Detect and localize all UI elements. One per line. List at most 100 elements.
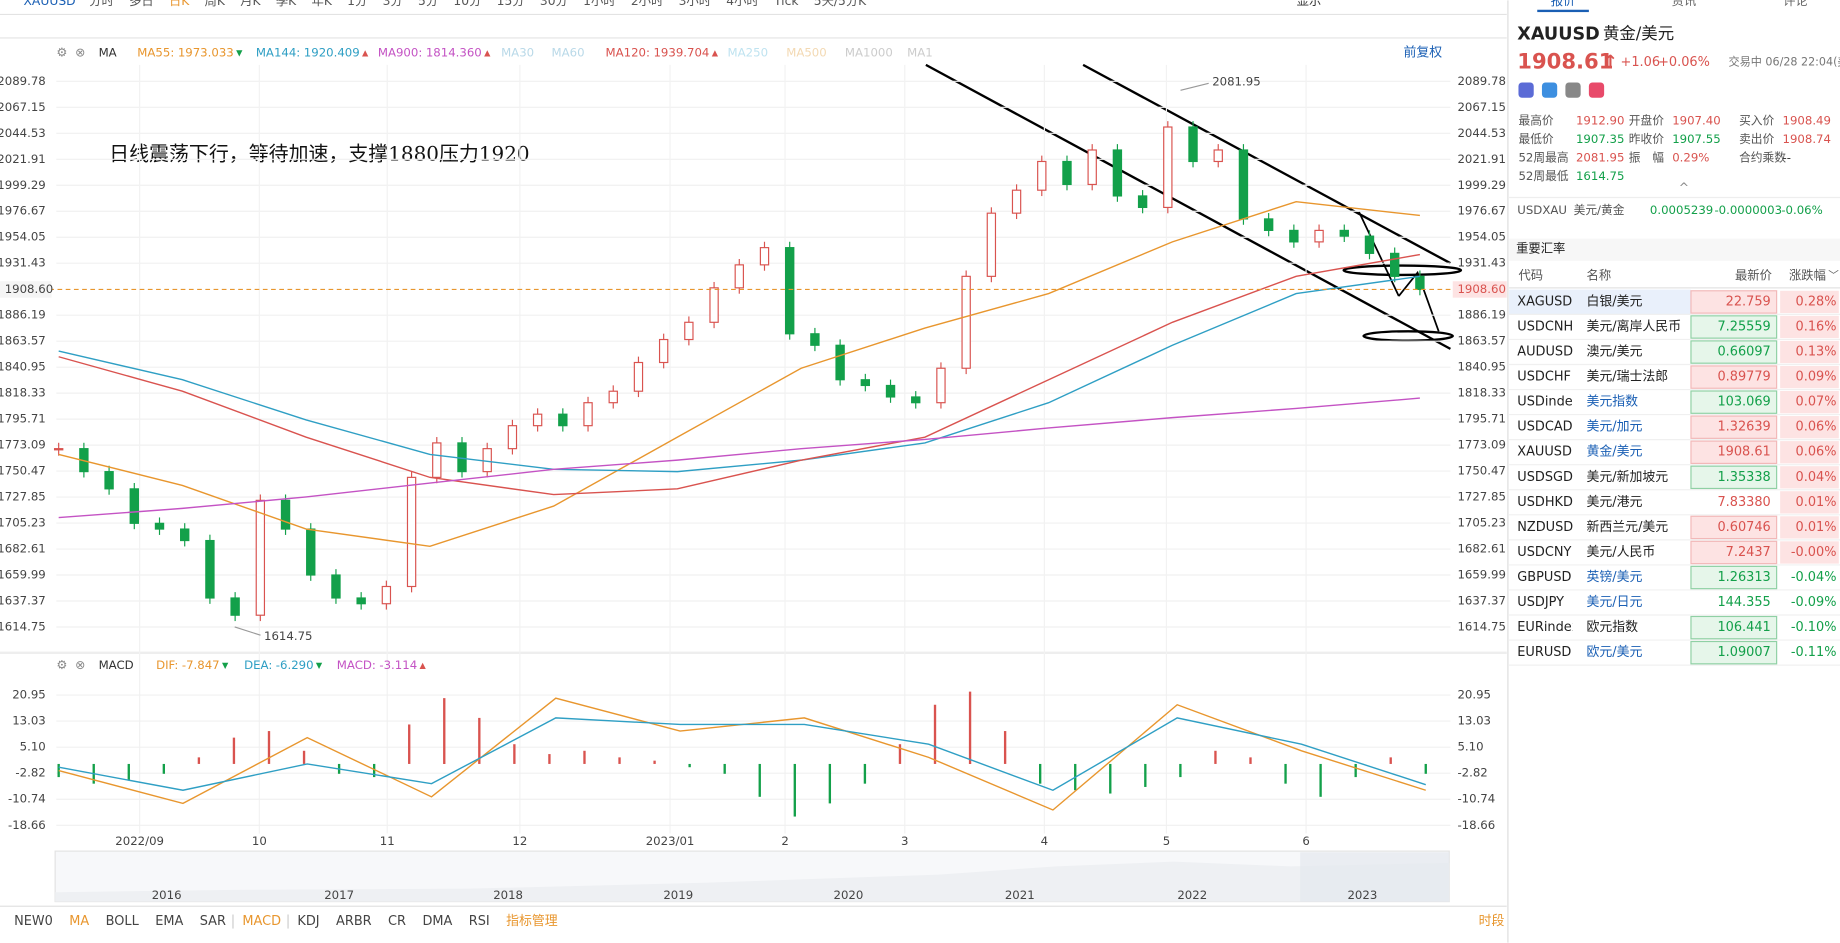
indicator-tab[interactable]: BOLL [106, 914, 140, 929]
indicator-tab[interactable]: NEW0 [14, 914, 53, 929]
row-code[interactable]: XAUUSD [1517, 445, 1572, 460]
period-tab[interactable]: 季K [276, 0, 297, 8]
indicator-tab[interactable]: KDJ [297, 914, 319, 929]
ma-legend-arrow: ▼ [236, 48, 243, 58]
ma-legend-label[interactable]: MA500 [786, 46, 827, 60]
period-tab[interactable]: Tick [773, 0, 799, 8]
row-name[interactable]: 美元/加元 [1587, 420, 1643, 435]
indicator-tab[interactable]: MA [69, 914, 89, 929]
navigator-window[interactable] [1300, 852, 1450, 902]
period-tab[interactable]: 1分 [347, 0, 367, 8]
row-name[interactable]: 白银/美元 [1587, 293, 1643, 309]
period-tab[interactable]: 日K [169, 0, 190, 8]
period-tab[interactable]: 3分 [383, 0, 403, 8]
row-code[interactable]: GBPUSD [1517, 570, 1571, 585]
ma-legend-label[interactable]: MA120: [606, 46, 650, 60]
indicator-tab[interactable]: CR [388, 914, 406, 929]
indicator-tab[interactable]: EMA [155, 914, 183, 929]
display-button[interactable]: 显示 [1297, 0, 1322, 8]
period-tab[interactable]: 月K [240, 0, 261, 8]
row-name[interactable]: 黄金/美元 [1587, 444, 1643, 460]
period-tab[interactable]: 5分 [418, 0, 438, 8]
macd-legend-label[interactable]: MACD [99, 658, 134, 672]
indicator-manage[interactable]: 指标管理 [506, 914, 558, 929]
indicator-tab[interactable]: DMA [422, 914, 452, 929]
period-tab[interactable]: 分时 [89, 0, 114, 8]
adjust-button[interactable]: 前复权 [1403, 45, 1442, 61]
table-header[interactable]: 最新价 [1735, 268, 1772, 283]
row-code[interactable]: USDCHF [1517, 370, 1571, 385]
ma-legend-label[interactable]: MA900: [378, 46, 422, 60]
indicator-tab[interactable]: ARBR [336, 914, 372, 929]
period-tab[interactable]: 4小时 [726, 0, 758, 8]
period-tab[interactable]: 2小时 [631, 0, 663, 8]
period-tab[interactable]: 10分 [453, 0, 481, 8]
row-name[interactable]: 新西兰元/美元 [1587, 519, 1669, 535]
table-header[interactable]: 涨跌幅 [1789, 268, 1826, 283]
quote-icon[interactable] [1518, 82, 1534, 98]
period-tab[interactable]: 15分 [497, 0, 525, 8]
row-name[interactable]: 美元/瑞士法郎 [1587, 370, 1669, 385]
stat-value: 1912.90 [1576, 114, 1624, 128]
x-tick-label: 2 [781, 834, 788, 848]
row-name[interactable]: 欧元指数 [1587, 620, 1639, 635]
row-name[interactable]: 美元/人民币 [1587, 545, 1656, 560]
row-code[interactable]: USDCNY [1517, 545, 1571, 560]
period-tab[interactable]: 年K [312, 0, 333, 8]
row-code[interactable]: NZDUSD [1517, 520, 1573, 535]
row-code[interactable]: USDCNH [1517, 319, 1573, 334]
panel-tab[interactable]: 评论 [1783, 0, 1808, 8]
period-tab[interactable]: 5天/5分K [814, 0, 867, 8]
panel-tab[interactable]: 报价 [1551, 0, 1576, 8]
quote-icon[interactable] [1541, 82, 1558, 98]
row-name[interactable]: 美元指数 [1587, 395, 1639, 410]
period-tab[interactable]: 30分 [540, 0, 568, 8]
row-name[interactable]: 澳元/美元 [1587, 344, 1643, 360]
row-name[interactable]: 美元/新加坡元 [1587, 469, 1669, 485]
row-name[interactable]: 英镑/美元 [1587, 569, 1643, 585]
ma-legend-label[interactable]: MA30 [501, 46, 534, 60]
ma-legend-label[interactable]: MA60 [552, 46, 585, 60]
period-tab[interactable]: 3小时 [679, 0, 711, 8]
row-code[interactable]: USDindex [1517, 395, 1580, 410]
row-name[interactable]: 美元/日元 [1587, 595, 1643, 610]
y-tick-label: 2089.78 [0, 74, 46, 88]
row-code[interactable]: EURUSD [1517, 645, 1571, 660]
quote-icon[interactable] [1565, 82, 1581, 98]
indicator-tab[interactable]: MACD [242, 914, 281, 929]
ma-legend-label[interactable]: MA55: [137, 46, 174, 60]
table-header[interactable]: 代码 [1518, 269, 1543, 283]
row-code[interactable]: EURindex [1517, 620, 1579, 635]
indicator-tab[interactable]: SAR [200, 914, 226, 929]
row-code[interactable]: AUDUSD [1517, 345, 1573, 360]
row-last: 103.069 [1717, 395, 1770, 410]
ma-legend-label[interactable]: MA250 [728, 46, 769, 60]
macd-legend-label[interactable]: DEA: [244, 658, 272, 672]
row-code[interactable]: USDCAD [1517, 420, 1572, 435]
macd-legend-label[interactable]: MACD: [337, 658, 376, 672]
row-name[interactable]: 欧元/美元 [1587, 645, 1643, 660]
ma-legend-label[interactable]: MA144: [256, 46, 300, 60]
session-button[interactable]: 时段 [1479, 914, 1505, 929]
ma-legend-label[interactable]: MA1000 [845, 46, 893, 60]
indicator-tab[interactable]: RSI [469, 914, 490, 929]
row-name[interactable]: 美元/离岸人民币 [1587, 318, 1682, 334]
row-code[interactable]: USDJPY [1517, 595, 1564, 610]
macd-legend-label[interactable]: DIF: [156, 658, 178, 672]
row-name[interactable]: 美元/港元 [1587, 495, 1643, 510]
period-tab[interactable]: 多日 [129, 0, 154, 8]
row-code[interactable]: USDSGD [1517, 470, 1573, 485]
quote-icon[interactable] [1588, 82, 1605, 98]
low-label: 1614.75 [264, 629, 312, 643]
ma-legend-label[interactable]: MA [99, 46, 117, 60]
period-tab[interactable]: 周K [205, 0, 226, 8]
panel-tab[interactable]: 资讯 [1672, 0, 1697, 8]
symbol-tab[interactable]: XAUUSD [23, 0, 75, 8]
ma-legend-label[interactable]: MA1 [907, 46, 933, 60]
row-code[interactable]: USDHKD [1517, 495, 1573, 510]
collapse-caret[interactable]: ^ [1679, 181, 1689, 195]
row-code[interactable]: XAGUSD [1517, 294, 1572, 309]
candle-body [961, 275, 971, 369]
period-tab[interactable]: 1小时 [583, 0, 615, 8]
table-header[interactable]: 名称 [1587, 268, 1612, 283]
